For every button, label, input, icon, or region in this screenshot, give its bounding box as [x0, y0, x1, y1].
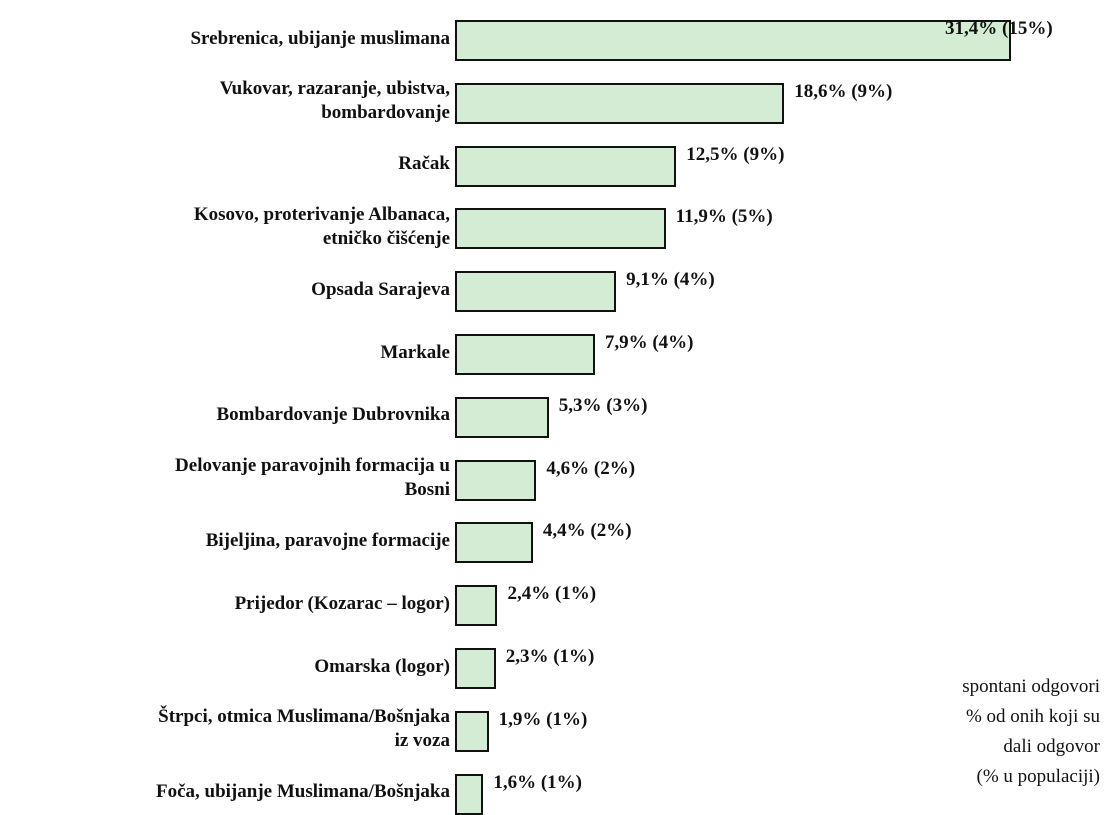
value-label: 2,4% (1%) — [507, 583, 597, 605]
bar — [455, 82, 785, 124]
bar — [455, 648, 496, 689]
value-label: 4,4% (2%) — [542, 520, 632, 542]
category-label: Omarska (logor) — [314, 655, 450, 677]
value-label: 1,6% (1%) — [493, 771, 582, 793]
category-label: Kosovo, proterivanje Albanaca, etničko č… — [193, 203, 450, 249]
note-line: spontani odgovori — [962, 676, 1100, 697]
bar — [455, 773, 484, 815]
value-label: 4,6% (2%) — [546, 457, 636, 479]
bar — [455, 208, 666, 250]
value-label: 1,9% (1%) — [498, 708, 588, 730]
value-label: 12,5% (9%) — [686, 143, 785, 165]
category-label: Markale — [380, 341, 450, 363]
bar — [455, 334, 595, 375]
value-label: 7,9% (4%) — [604, 332, 694, 353]
note-line: % od onih koji su — [965, 706, 1100, 727]
note-line: (% u populaciji) — [976, 766, 1100, 787]
bar — [455, 271, 617, 313]
category-label: Bijeljina, paravojne formacije — [205, 529, 450, 551]
value-label: 2,3% (1%) — [505, 646, 595, 667]
value-label: 5,3% (3%) — [558, 394, 648, 416]
category-label: Opsada Sarajeva — [311, 278, 450, 300]
category-label: Srebrenica, ubijanje muslimana — [190, 27, 450, 49]
category-label: Bombardovanje Dubrovnika — [216, 404, 450, 426]
category-label: Foča, ubijanje Muslimana/Bošnjaka — [155, 781, 450, 803]
bar — [455, 710, 489, 752]
category-label: Vukovar, razaranje, ubistva, bombardovan… — [219, 78, 450, 124]
value-label: 11,9% (5%) — [675, 206, 773, 228]
note-line: dali odgovor — [1003, 736, 1100, 757]
category-label: Račak — [398, 153, 450, 175]
category-label: Štrpci, otmica Muslimana/Bošnjaka iz voz… — [158, 706, 450, 752]
bar — [455, 145, 677, 187]
value-label: 31,4% (15%) — [945, 18, 1053, 39]
bar — [455, 459, 537, 501]
bar — [455, 585, 498, 627]
value-label: 18,6% (9%) — [794, 80, 893, 102]
bar — [455, 396, 549, 438]
category-label: Prijedor (Kozarac – logor) — [234, 592, 450, 614]
bar — [455, 522, 533, 564]
category-label: Delovanje paravojnih formacija u Bosni — [175, 455, 450, 501]
bar — [455, 20, 1011, 61]
value-label: 9,1% (4%) — [626, 269, 715, 291]
